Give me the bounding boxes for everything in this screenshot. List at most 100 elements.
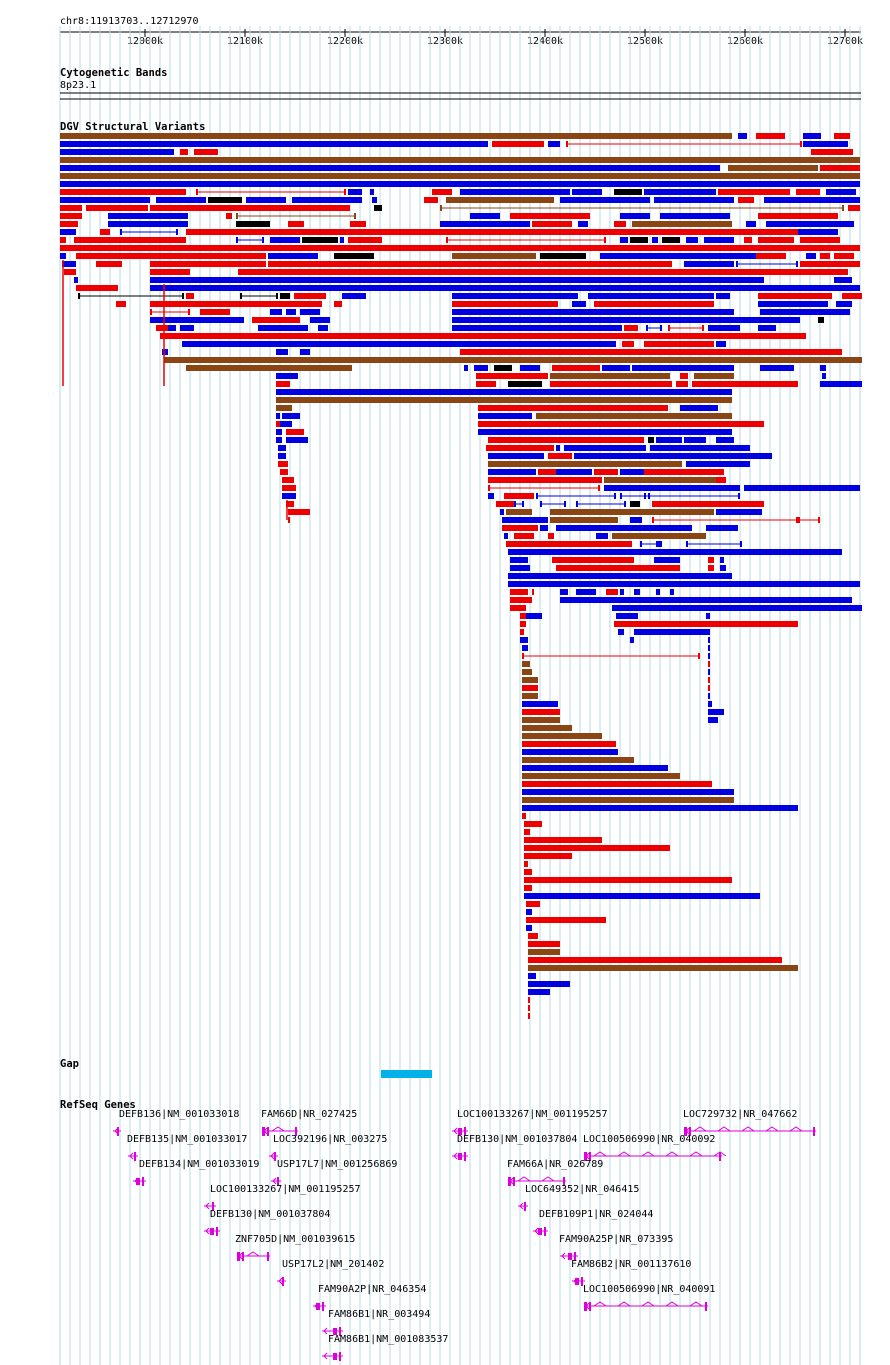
variant-feature[interactable] [282, 477, 294, 483]
variant-feature[interactable] [270, 237, 300, 243]
variant-feature[interactable] [60, 253, 66, 259]
variant-feature[interactable] [606, 589, 618, 595]
variant-feature[interactable] [662, 237, 680, 243]
variant-feature[interactable] [522, 805, 798, 811]
variant-feature[interactable] [286, 437, 308, 443]
variant-feature[interactable] [622, 341, 634, 347]
variant-feature[interactable] [594, 469, 618, 475]
variant-feature[interactable] [644, 189, 716, 195]
variant-feature[interactable] [374, 205, 382, 211]
variant-feature[interactable] [522, 669, 532, 675]
variant-feature[interactable] [350, 221, 366, 227]
variant-feature[interactable] [286, 501, 294, 507]
variant-feature[interactable] [536, 413, 732, 419]
variant-feature[interactable] [680, 373, 688, 379]
variant-feature[interactable] [60, 141, 488, 147]
variant-feature[interactable] [524, 885, 532, 891]
gene-label[interactable]: DEFB135|NM_001033017 [127, 1134, 247, 1145]
gene-label[interactable]: DEFB130|NM_001037804 [210, 1209, 330, 1220]
variant-feature[interactable] [276, 405, 292, 411]
variant-feature[interactable] [620, 469, 646, 475]
variant-feature[interactable] [60, 229, 76, 235]
variant-feature[interactable] [526, 917, 606, 923]
variant-feature[interactable] [86, 205, 148, 211]
variant-feature[interactable] [686, 237, 698, 243]
variant-feature[interactable] [74, 277, 78, 283]
variant-feature[interactable] [524, 837, 602, 843]
variant-feature[interactable] [168, 325, 176, 331]
variant-feature[interactable] [160, 333, 806, 339]
variant-feature[interactable] [506, 541, 632, 547]
variant-feature[interactable] [60, 149, 174, 155]
variant-feature[interactable] [576, 589, 596, 595]
variant-feature[interactable] [614, 621, 798, 627]
variant-feature[interactable] [60, 173, 860, 179]
variant-feature[interactable] [604, 477, 716, 483]
variant-feature[interactable] [722, 509, 762, 515]
variant-feature[interactable] [510, 557, 528, 563]
gene-label[interactable]: DEFB130|NM_001037804 [457, 1134, 577, 1145]
variant-feature[interactable] [372, 197, 377, 203]
variant-feature[interactable] [614, 221, 626, 227]
variant-feature[interactable] [270, 309, 282, 315]
variant-feature[interactable] [502, 525, 538, 531]
variant-feature[interactable] [522, 693, 538, 699]
variant-feature[interactable] [524, 893, 760, 899]
variant-feature[interactable] [282, 413, 300, 419]
variant-feature[interactable] [334, 301, 342, 307]
variant-feature[interactable] [834, 133, 850, 139]
variant-feature[interactable] [76, 253, 266, 259]
variant-feature[interactable] [60, 237, 66, 243]
variant-feature[interactable] [616, 613, 638, 619]
variant-feature[interactable] [708, 693, 710, 699]
variant-feature[interactable] [504, 533, 508, 539]
variant-feature[interactable] [276, 373, 298, 379]
variant-feature[interactable] [520, 621, 526, 627]
variant-feature[interactable] [706, 613, 710, 619]
variant-feature[interactable] [708, 637, 710, 643]
variant-feature[interactable] [522, 757, 634, 763]
variant-feature[interactable] [268, 253, 318, 259]
variant-feature[interactable] [834, 253, 854, 259]
variant-feature[interactable] [280, 421, 292, 427]
variant-feature[interactable] [532, 349, 842, 355]
variant-feature[interactable] [108, 213, 188, 219]
variant-feature[interactable] [60, 133, 732, 139]
variant-feature[interactable] [470, 213, 500, 219]
variant-feature[interactable] [612, 605, 862, 611]
variant-feature[interactable] [744, 237, 752, 243]
variant-feature[interactable] [522, 677, 538, 683]
variant-feature[interactable] [370, 189, 374, 195]
variant-feature[interactable] [578, 221, 588, 227]
variant-feature[interactable] [300, 309, 320, 315]
variant-feature[interactable] [524, 853, 572, 859]
variant-feature[interactable] [294, 293, 326, 299]
variant-feature[interactable] [506, 509, 532, 515]
variant-feature[interactable] [478, 421, 764, 427]
gene-label[interactable]: ZNF705D|NM_001039615 [235, 1234, 355, 1245]
variant-feature[interactable] [522, 741, 616, 747]
variant-feature[interactable] [150, 277, 764, 283]
variant-feature[interactable] [604, 485, 740, 491]
variant-feature[interactable] [548, 453, 572, 459]
variant-feature[interactable] [524, 869, 532, 875]
variant-feature[interactable] [708, 685, 710, 691]
variant-feature[interactable] [280, 469, 288, 475]
variant-feature[interactable] [522, 709, 560, 715]
variant-feature[interactable] [318, 325, 328, 331]
variant-feature[interactable] [528, 941, 560, 947]
variant-feature[interactable] [550, 373, 670, 379]
variant-feature[interactable] [524, 877, 732, 883]
gap-block[interactable] [381, 1070, 432, 1078]
variant-feature[interactable] [524, 821, 542, 827]
variant-feature[interactable] [634, 629, 708, 635]
variant-feature[interactable] [556, 469, 592, 475]
variant-feature[interactable] [276, 397, 732, 403]
variant-feature[interactable] [508, 549, 842, 555]
variant-feature[interactable] [620, 213, 650, 219]
variant-feature[interactable] [550, 509, 714, 515]
variant-feature[interactable] [800, 261, 860, 267]
variant-feature[interactable] [504, 493, 534, 499]
variant-feature[interactable] [796, 189, 820, 195]
variant-feature[interactable] [644, 341, 714, 347]
